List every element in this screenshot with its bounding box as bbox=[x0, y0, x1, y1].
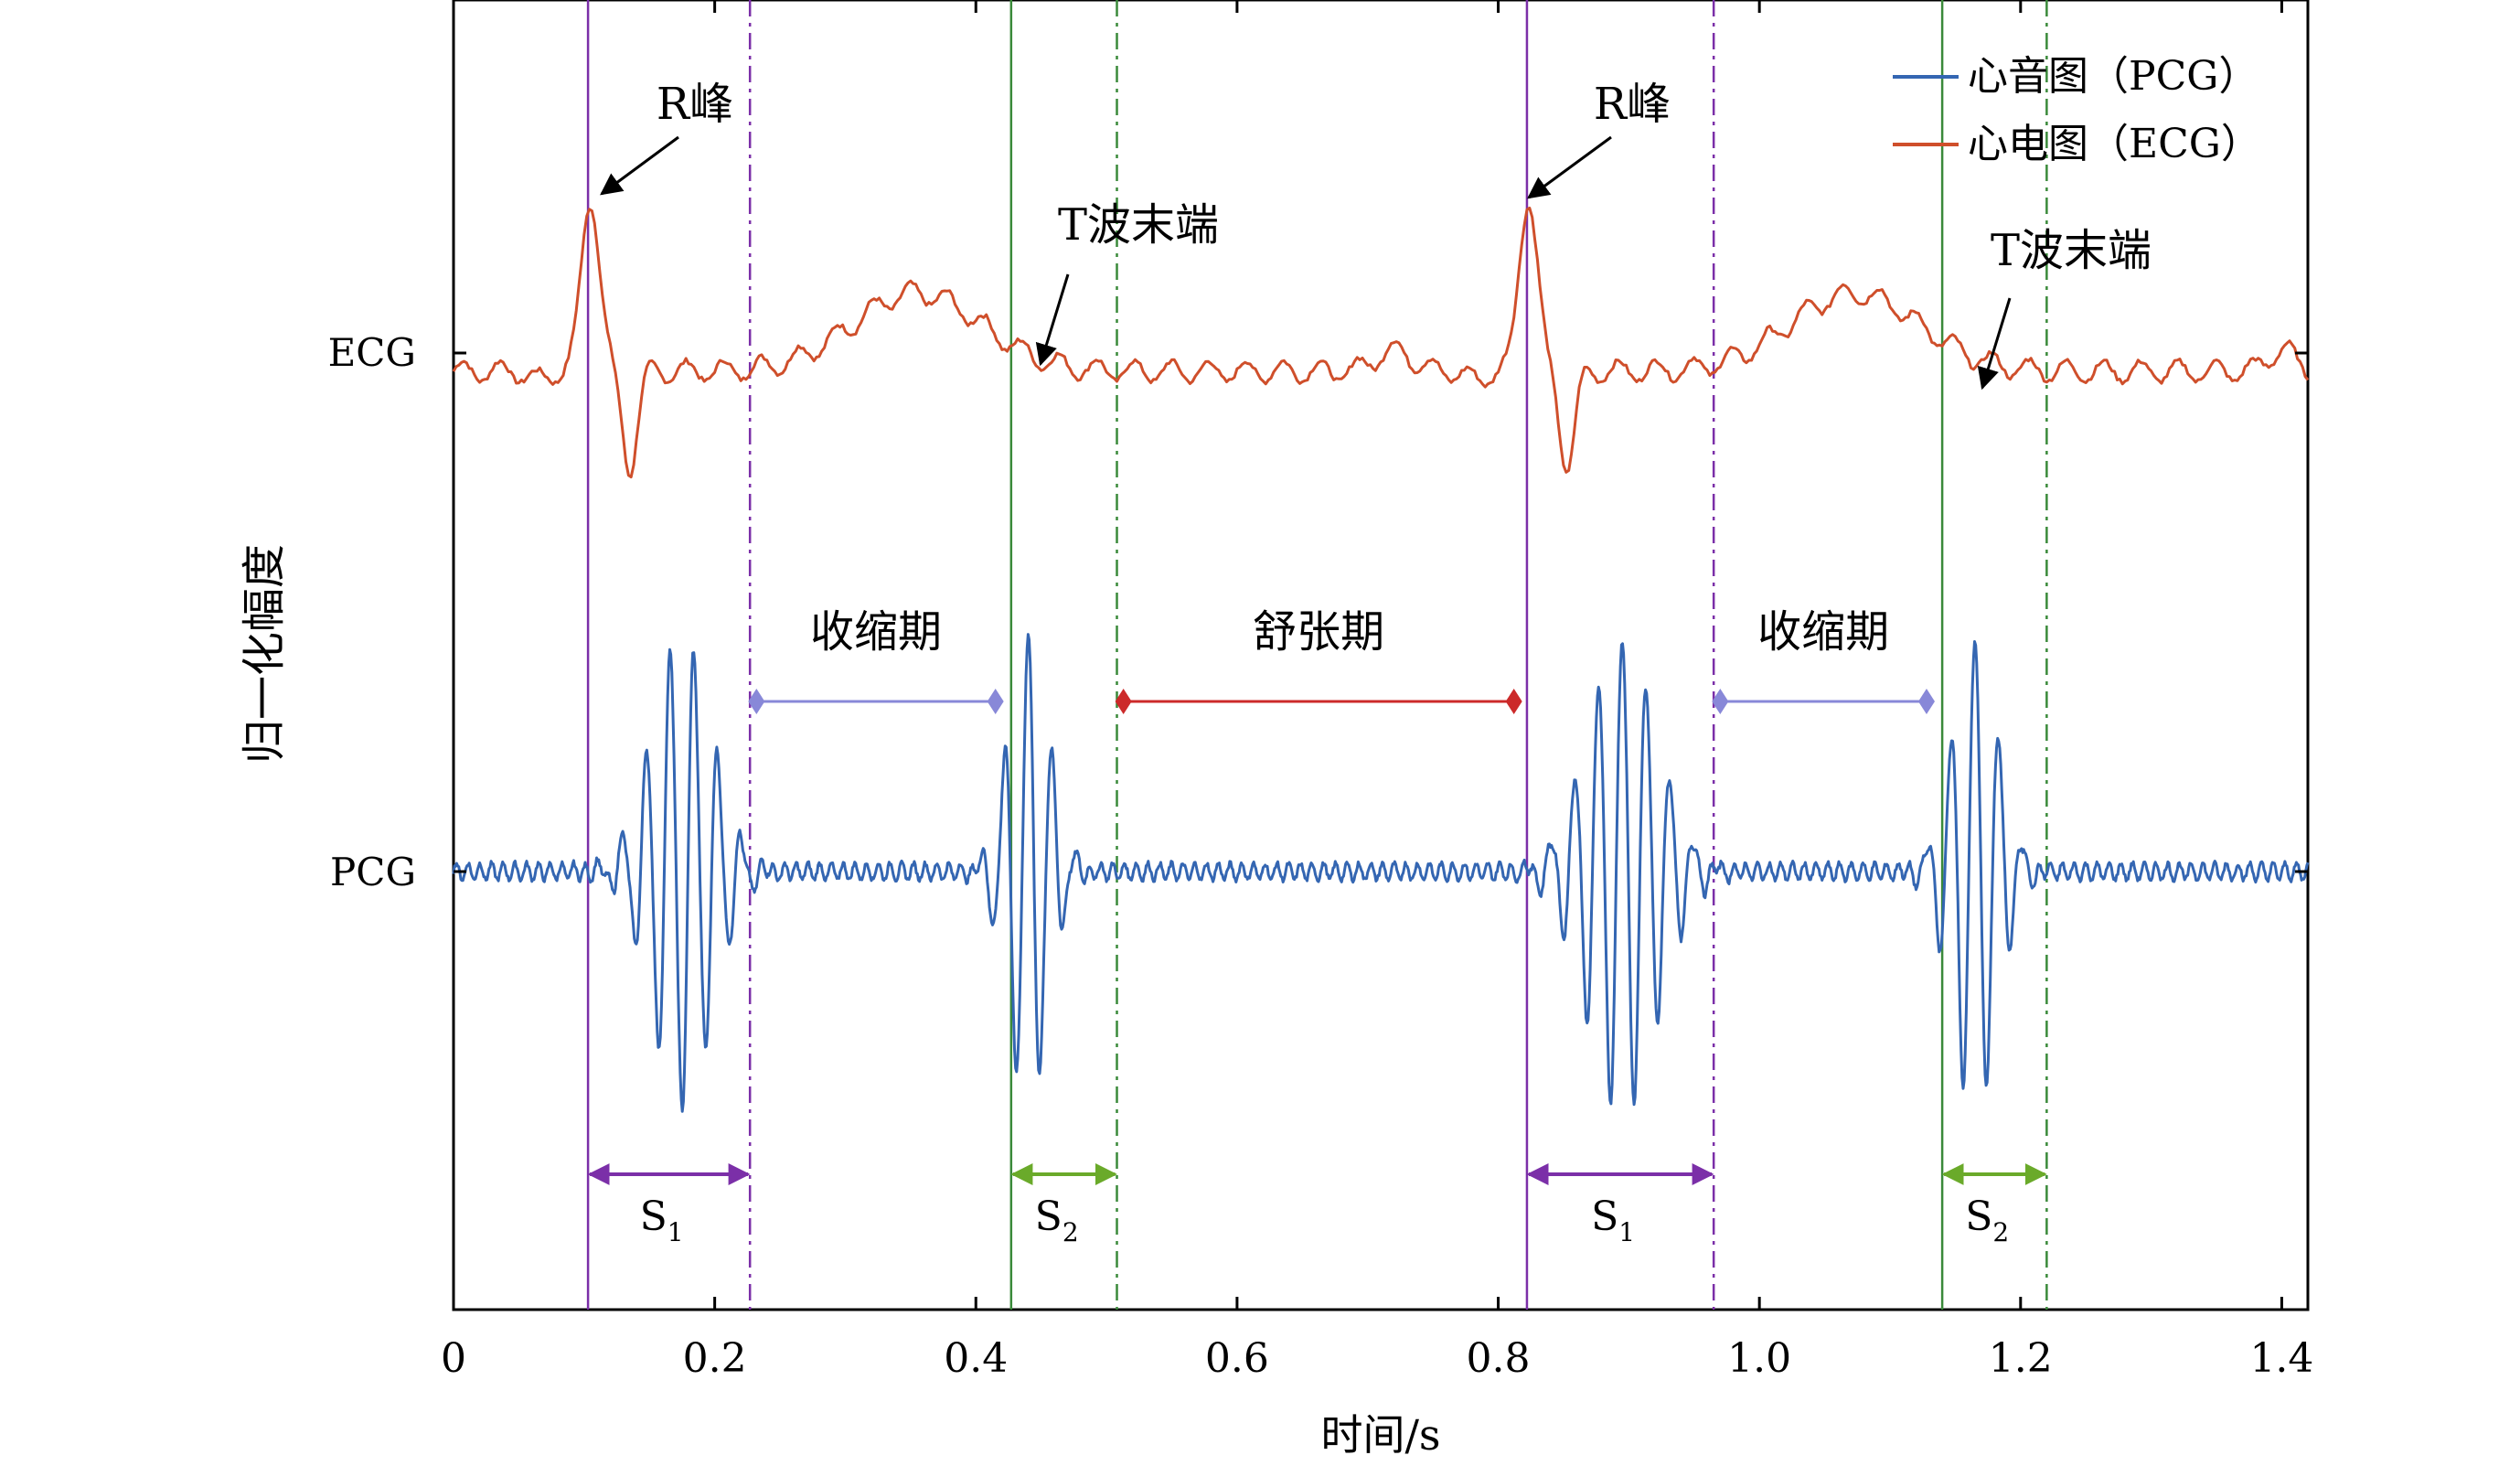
sound-spans: S1 S2 S1 S2 bbox=[587, 1163, 2047, 1247]
pcg-line bbox=[452, 633, 2310, 1113]
interval-diamond-2-1 bbox=[1917, 689, 1935, 714]
x-tick-label-4: 0.8 bbox=[1467, 1335, 1531, 1382]
interval-diamond-1-0 bbox=[1115, 689, 1132, 714]
sound-span-label-3: S2 bbox=[1965, 1193, 2009, 1247]
x-axis-label: 时间/s bbox=[1320, 1410, 1440, 1460]
y-axis-label: 归一化幅度 bbox=[239, 544, 290, 764]
interval-label-2: 收缩期 bbox=[1757, 606, 1889, 658]
vertical-lines bbox=[586, 0, 2048, 1310]
annotation-label-1: T波末端 bbox=[1058, 199, 1219, 251]
x-tick-label-0: 0 bbox=[441, 1335, 466, 1382]
sound-span-label-2: S1 bbox=[1591, 1193, 1635, 1247]
x-tick-label-2: 0.4 bbox=[944, 1335, 1008, 1382]
legend: 心音图（PCG） 心电图（ECG） bbox=[1893, 53, 2261, 167]
annotation-arrow-3 bbox=[1977, 297, 2012, 391]
ecg-series bbox=[452, 206, 2310, 479]
x-tick-label-7: 1.4 bbox=[2249, 1335, 2313, 1382]
annotation-label-0: R峰 bbox=[657, 79, 733, 130]
interval-diamond-2-0 bbox=[1712, 689, 1729, 714]
sound-span-label-1: S2 bbox=[1035, 1193, 1079, 1247]
interval-label-1: 舒张期 bbox=[1253, 606, 1384, 658]
legend-label-ecg: 心电图（ECG） bbox=[1968, 121, 2261, 167]
y-tick-label-ecg: ECG bbox=[328, 330, 416, 375]
interval-label-0: 收缩期 bbox=[810, 606, 942, 658]
interval-diamond-0-0 bbox=[748, 689, 765, 714]
interval-diamond-1-1 bbox=[1505, 689, 1522, 714]
x-tick-label-6: 1.2 bbox=[1989, 1335, 2053, 1382]
pcg-series bbox=[452, 633, 2310, 1113]
ecg-line bbox=[452, 206, 2310, 479]
y-tick-label-pcg: PCG bbox=[330, 850, 416, 894]
annotation-arrow-2 bbox=[1527, 135, 1612, 199]
x-tick-label-5: 1.0 bbox=[1727, 1335, 1791, 1382]
annotation-label-3: T波末端 bbox=[1991, 225, 2152, 276]
x-tick-label-1: 0.2 bbox=[683, 1335, 747, 1382]
annotations: R峰 T波末端 R峰 T波末端 bbox=[600, 79, 2152, 391]
plot-area bbox=[452, 0, 2310, 1311]
annotation-arrow-0 bbox=[600, 135, 679, 196]
interval-diamond-0-1 bbox=[987, 689, 1004, 714]
annotation-arrow-1 bbox=[1035, 273, 1070, 367]
x-ticks: 0 0.2 0.4 0.6 0.8 1.0 1.2 1.4 bbox=[441, 0, 2313, 1382]
annotation-label-2: R峰 bbox=[1594, 79, 1671, 130]
intervals: 收缩期 舒张期 收缩期 bbox=[748, 606, 1935, 714]
x-tick-label-3: 0.6 bbox=[1205, 1335, 1269, 1382]
legend-label-pcg: 心音图（PCG） bbox=[1968, 53, 2258, 100]
sound-span-label-0: S1 bbox=[640, 1193, 684, 1247]
